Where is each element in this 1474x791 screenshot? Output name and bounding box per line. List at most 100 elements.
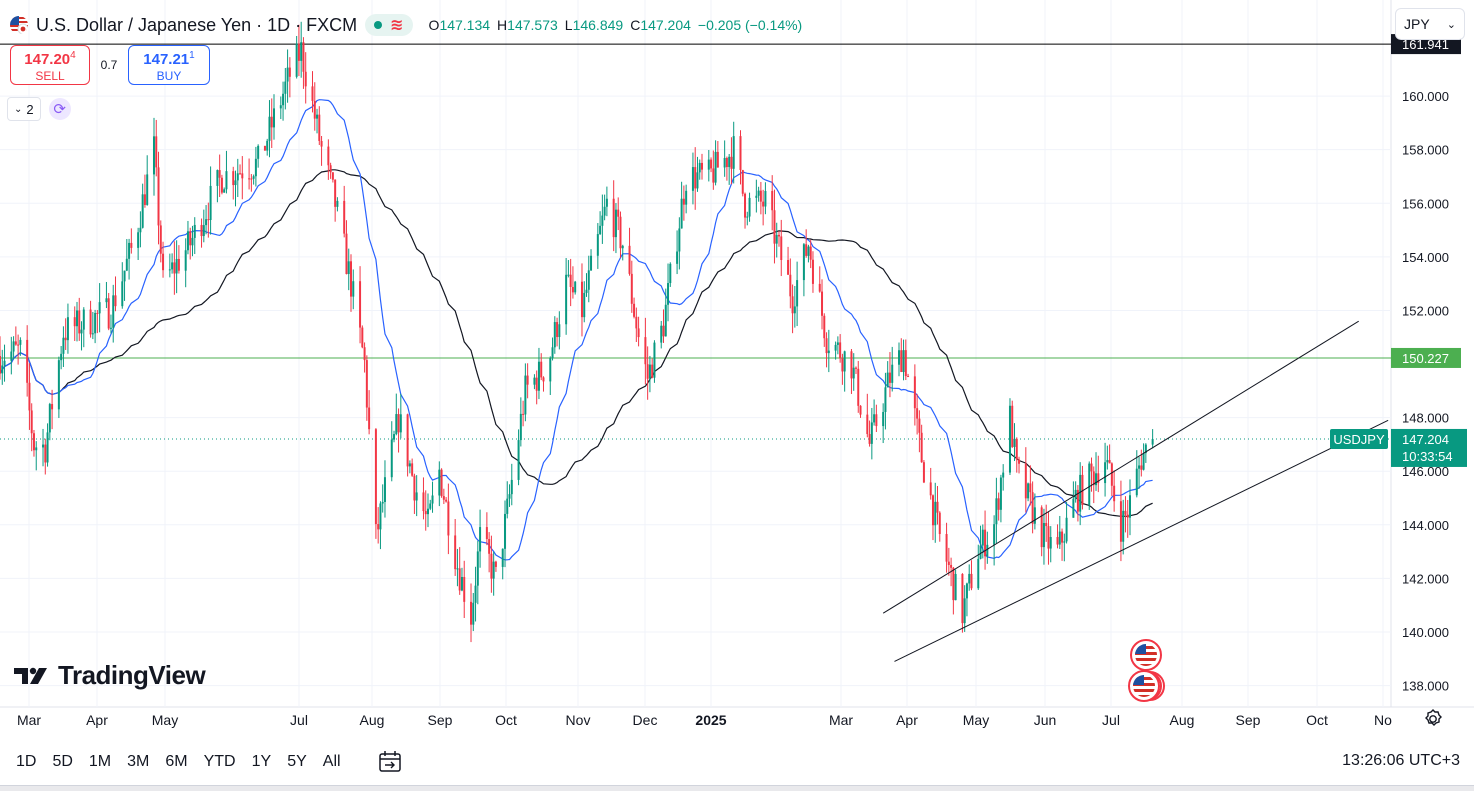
candle-body [268, 116, 271, 141]
candle-body [62, 337, 65, 354]
moving-average-slow-line [0, 169, 1153, 517]
candle-body [646, 364, 649, 379]
candle-body [868, 434, 871, 444]
candle-body [17, 344, 20, 346]
candle-body [361, 327, 364, 348]
candle-body [490, 553, 493, 579]
candle-body [524, 375, 527, 415]
candle-body [300, 42, 303, 61]
timeframe-1m[interactable]: 1M [88, 753, 112, 770]
candle-body [549, 358, 552, 382]
candle-body [456, 568, 459, 570]
candle-body [857, 368, 860, 406]
candle-body [744, 193, 747, 218]
ohlc-high: H147.573 [497, 17, 558, 33]
candle-body [82, 309, 85, 330]
candle-body [612, 198, 615, 238]
candle-body [288, 67, 291, 77]
candle-body [569, 274, 572, 287]
market-status-pill[interactable]: ≋ [365, 14, 413, 36]
buy-button[interactable]: 147.211 BUY [128, 45, 210, 85]
candle-body [470, 601, 473, 625]
candle-body [771, 190, 774, 211]
candle-body [331, 172, 334, 180]
time-axis[interactable]: Mar Apr May Jul Aug Sep Oct Nov Dec 2025 Mar Apr May… [17, 712, 1392, 728]
timeframe-5d[interactable]: 5D [52, 753, 73, 770]
candle-body [406, 414, 409, 467]
candle-body [286, 67, 289, 82]
us-event-icon[interactable] [1130, 639, 1162, 671]
economic-events[interactable] [1128, 639, 1165, 702]
sell-button[interactable]: 147.204 SELL [10, 45, 90, 85]
timeframe-5y[interactable]: 5Y [287, 753, 307, 770]
candle-body [26, 339, 29, 383]
candle-body [270, 116, 273, 128]
sync-icon[interactable]: ⟳ [48, 98, 71, 120]
symbol-title[interactable]: U.S. Dollar / Japanese Yen · 1D · FXCM [36, 14, 358, 35]
utc-clock[interactable]: 13:26:06 UTC+3 [1342, 752, 1460, 769]
us-event-stack-icon[interactable] [1128, 670, 1165, 702]
candle-body [14, 341, 17, 345]
candle-body [522, 413, 525, 415]
chart-settings-gear-icon[interactable] [1420, 706, 1446, 732]
timeframe-6m[interactable]: 6M [165, 753, 188, 770]
candle-body [619, 216, 622, 249]
trend-line[interactable] [894, 419, 1389, 662]
timeframe-ytd[interactable]: YTD [203, 753, 236, 770]
candle-body [676, 251, 679, 264]
candle-body [66, 317, 69, 341]
price-chart[interactable]: 160.000 158.000 156.000 154.000 152.000 148.0… [0, 0, 1474, 740]
date-range-calendar-icon[interactable] [377, 749, 403, 775]
currency-select[interactable]: JPY ⌄ [1395, 8, 1465, 40]
candle-body [732, 136, 735, 169]
candle-body [907, 376, 910, 378]
timeframe-3m[interactable]: 3M [127, 753, 150, 770]
trend-line[interactable] [882, 320, 1359, 614]
candle-body [510, 479, 513, 495]
candle-body [359, 281, 362, 328]
candle-body [1045, 522, 1048, 527]
timeframe-1y[interactable]: 1Y [251, 753, 272, 770]
candle-body [1110, 463, 1113, 486]
candle-body [472, 602, 475, 625]
candle-body [1024, 463, 1027, 499]
candle-body [239, 173, 242, 175]
time-tick-label: Aug [1170, 712, 1195, 728]
price-tick-label: 138.000 [1402, 679, 1449, 694]
time-tick-label: May [963, 712, 989, 728]
candle-body [399, 414, 402, 433]
candle-body [316, 114, 319, 119]
candle-body [900, 350, 903, 373]
candle-body [171, 262, 174, 270]
price-axis[interactable]: 160.000 158.000 156.000 154.000 152.000 148.0… [1330, 34, 1467, 694]
candle-body [254, 158, 257, 177]
candle-body [205, 219, 208, 226]
candle-body [601, 215, 604, 226]
candle-body [191, 237, 194, 246]
candle-body [282, 93, 285, 106]
candle-body [98, 302, 101, 314]
timeframe-all[interactable]: All [322, 753, 341, 770]
candle-body [1081, 474, 1084, 505]
candle-body [519, 413, 522, 441]
timeframe-1d[interactable]: 1D [16, 753, 37, 770]
candle-body [1079, 474, 1082, 512]
candle-body [329, 165, 332, 173]
candle-body [1122, 510, 1125, 542]
tradingview-logo[interactable]: TradingView [12, 660, 206, 691]
price-line-label-bg [1391, 347, 1461, 368]
candle-body [648, 364, 651, 379]
candle-body [1128, 495, 1131, 518]
candle-body [19, 339, 22, 345]
horizontal-lines[interactable] [0, 43, 1391, 440]
candle-body [343, 200, 346, 234]
candle-body [223, 189, 226, 193]
candle-body [558, 324, 561, 338]
candle-body [954, 573, 957, 601]
trend-channel[interactable] [882, 320, 1389, 662]
candle-body [913, 376, 916, 409]
candle-body [252, 176, 255, 179]
usd-jpy-flag-icon [10, 16, 28, 34]
candle-body [35, 447, 38, 451]
indicators-collapse-button[interactable]: ⌄ 2 [7, 97, 41, 121]
